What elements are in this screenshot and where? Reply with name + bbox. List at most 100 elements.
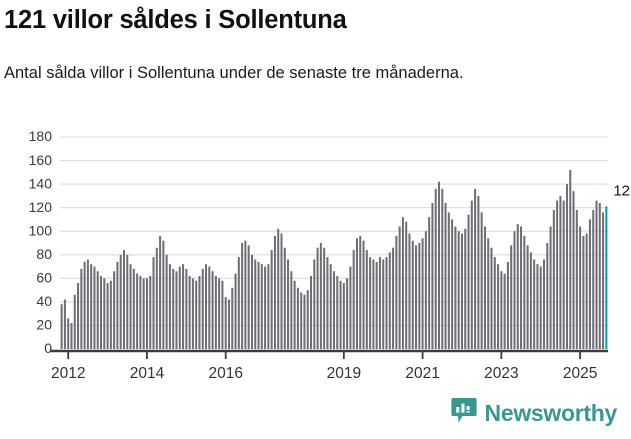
bar xyxy=(149,275,152,349)
bar xyxy=(362,240,365,349)
bar xyxy=(185,268,188,349)
bar-highlighted xyxy=(605,206,608,349)
bar xyxy=(313,259,316,349)
bar xyxy=(375,261,378,349)
bar xyxy=(349,266,352,349)
bar xyxy=(415,245,418,349)
bar xyxy=(500,271,503,349)
bar xyxy=(411,240,414,349)
bar xyxy=(444,202,447,349)
bar xyxy=(339,280,342,349)
bar xyxy=(395,235,398,349)
value-annotation: 121 xyxy=(613,182,631,199)
bar xyxy=(267,264,270,349)
bar xyxy=(385,257,388,349)
bar xyxy=(273,235,276,349)
bar xyxy=(460,233,463,349)
bar xyxy=(142,278,145,349)
bar xyxy=(96,271,99,349)
bar xyxy=(516,224,519,349)
bar xyxy=(503,273,506,349)
bar xyxy=(73,294,76,349)
bar xyxy=(198,275,201,349)
x-tick-label: 2025 xyxy=(563,365,597,378)
bar xyxy=(405,221,408,349)
bar xyxy=(303,294,306,349)
bar xyxy=(474,188,477,349)
bar xyxy=(103,278,106,349)
bar xyxy=(60,304,63,349)
newsworthy-wordmark: Newsworthy xyxy=(484,399,618,426)
x-tick-label: 2023 xyxy=(484,365,518,378)
plot-area: 0 20 40 60 80 100 120 140 160 180 2012 2014 2016 201… xyxy=(0,128,631,378)
y-tick-label: 80 xyxy=(36,246,52,262)
y-tick-label: 0 xyxy=(44,340,52,356)
bar xyxy=(90,264,93,349)
bar-chart-speech-bubble-icon xyxy=(450,397,477,429)
bar xyxy=(182,264,185,349)
bar xyxy=(595,200,598,349)
bar xyxy=(86,259,89,349)
bar xyxy=(260,264,263,349)
bar xyxy=(191,278,194,349)
newsworthy-logo: Newsworthy xyxy=(450,397,618,429)
y-tick-label: 120 xyxy=(29,199,53,215)
bar xyxy=(283,247,286,349)
bar xyxy=(316,247,319,349)
bar xyxy=(336,275,339,349)
bar xyxy=(195,280,198,349)
bar xyxy=(520,226,523,349)
bar xyxy=(352,250,355,349)
bar xyxy=(526,245,529,349)
bar xyxy=(355,238,358,349)
y-axis-tick-labels: 0 20 40 60 80 100 120 140 160 180 xyxy=(29,128,53,356)
bar xyxy=(300,292,303,349)
bar xyxy=(365,250,368,349)
bar xyxy=(326,257,329,349)
bar xyxy=(529,252,532,349)
y-tick-label: 160 xyxy=(29,152,53,168)
x-tick-label: 2019 xyxy=(327,365,361,378)
bar xyxy=(329,264,332,349)
bar xyxy=(588,219,591,349)
bar xyxy=(585,233,588,349)
bar xyxy=(218,278,221,349)
y-tick-label: 40 xyxy=(36,293,52,309)
y-tick-label: 140 xyxy=(29,175,53,191)
bar xyxy=(457,231,460,349)
bar xyxy=(424,231,427,349)
bar xyxy=(559,195,562,349)
bar xyxy=(113,271,116,349)
chart-subtitle: Antal sålda villor i Sollentuna under de… xyxy=(4,64,464,82)
bar xyxy=(80,268,83,349)
bar xyxy=(296,287,299,349)
bar xyxy=(178,266,181,349)
bar xyxy=(398,226,401,349)
bar xyxy=(211,271,214,349)
bar xyxy=(388,252,391,349)
bar xyxy=(467,214,470,349)
bar xyxy=(546,243,549,349)
bar xyxy=(205,264,208,349)
bar xyxy=(483,226,486,349)
bar xyxy=(434,188,437,349)
bar xyxy=(401,217,404,349)
bar xyxy=(372,259,375,349)
bar xyxy=(109,280,112,349)
y-tick-label: 100 xyxy=(29,222,53,238)
bar xyxy=(431,202,434,349)
bar xyxy=(451,219,454,349)
bar xyxy=(579,226,582,349)
bar xyxy=(247,245,250,349)
bar xyxy=(497,264,500,349)
bar xyxy=(477,195,480,349)
bar xyxy=(293,280,296,349)
bar xyxy=(132,268,135,349)
bar xyxy=(83,261,86,349)
x-axis-line xyxy=(50,349,608,359)
bar xyxy=(392,247,395,349)
bar xyxy=(369,257,372,349)
bar xyxy=(539,266,542,349)
bar xyxy=(549,226,552,349)
